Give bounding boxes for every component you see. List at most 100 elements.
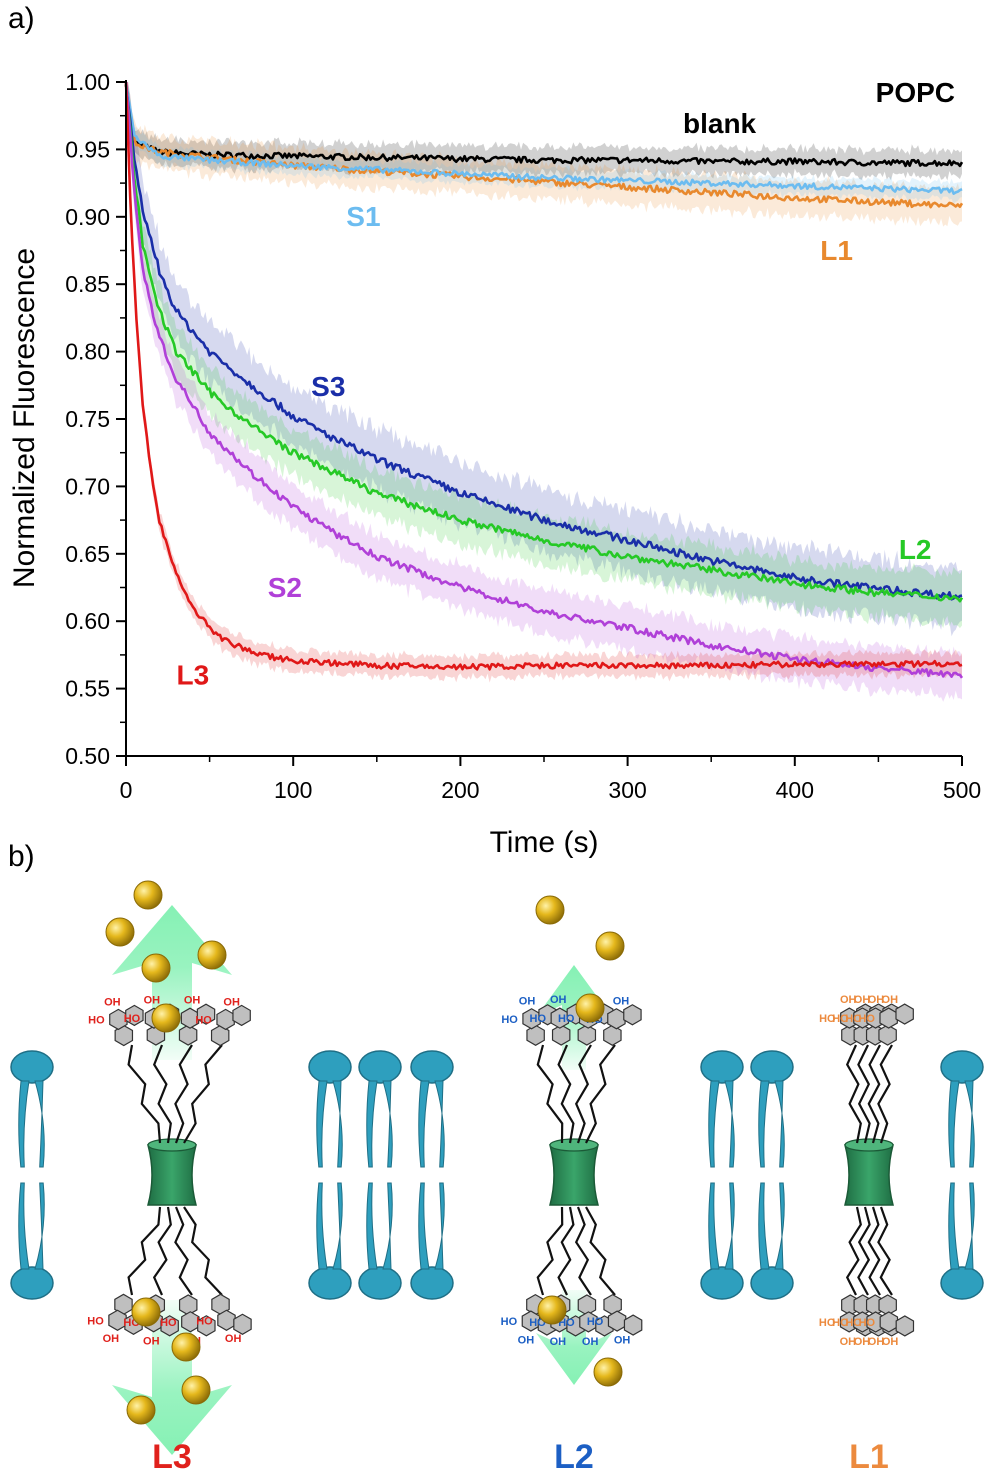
ligand-arm: OH HO <box>859 1206 915 1348</box>
y-tick-label: 0.95 <box>65 136 110 162</box>
hydroxyl-label: HO <box>195 1014 212 1026</box>
lipid <box>750 1050 794 1168</box>
lipid-tail <box>316 1182 328 1270</box>
ion <box>593 1357 623 1387</box>
hydroxyl-label: HO <box>501 1316 518 1328</box>
lipid-tail <box>964 1080 975 1168</box>
ion <box>171 1332 201 1362</box>
lipid <box>10 1182 54 1300</box>
hydroxyl-label: OH <box>854 1336 871 1348</box>
aromatic-ring <box>607 1008 626 1030</box>
hydroxyl-label: OH <box>840 994 857 1006</box>
hydroxyl-label: OH <box>882 1336 899 1348</box>
ion <box>105 917 135 947</box>
lipid-tail <box>332 1182 343 1270</box>
aromatic-ring <box>603 1024 622 1046</box>
confidence-bands <box>126 82 962 702</box>
ion <box>126 1395 156 1425</box>
hydroxyl-label: OH <box>613 995 630 1007</box>
aromatic-ring <box>579 1311 598 1333</box>
lipid <box>940 1182 984 1300</box>
alkyl-chain <box>574 1044 592 1144</box>
hydroxyl-label: OH <box>143 1336 160 1348</box>
alkyl-chain <box>557 1044 575 1144</box>
flux-arrow-down <box>536 1290 612 1385</box>
hydroxyl-label: OH <box>868 994 885 1006</box>
band-s1 <box>126 82 962 204</box>
lipid-tail <box>948 1182 960 1270</box>
hydroxyl-label: HO <box>501 1014 518 1026</box>
y-tick-label: 0.70 <box>65 473 110 499</box>
hydroxyl-label: OH <box>550 1336 567 1348</box>
alkyl-chain <box>557 1206 575 1296</box>
membrane-diagram: OHHOOHHOOHHOOHHOOHHOOHHOOHHOOHHOOHHOOHHO… <box>10 880 984 1476</box>
band-l2 <box>126 82 962 629</box>
y-tick-label: 0.65 <box>65 541 110 567</box>
lipid-tail <box>774 1182 785 1270</box>
aromatic-ring <box>879 1007 898 1029</box>
series-line-l3 <box>124 82 963 671</box>
alkyl-chain <box>536 1206 564 1296</box>
lipid-head <box>410 1050 454 1084</box>
lipid-tail <box>418 1080 430 1168</box>
chart: 0 100 200 300 400 500 0.50 0.55 0.60 0.65 0.70 0.75… <box>8 69 981 859</box>
lipid-tail <box>418 1182 430 1270</box>
lipid <box>700 1182 744 1300</box>
lipid <box>358 1050 402 1168</box>
hydroxyl-label: HO <box>859 1317 876 1329</box>
lipid-tail <box>948 1080 960 1168</box>
aromatic-ring <box>160 1315 179 1337</box>
lipid-tail <box>724 1182 735 1270</box>
axes: 0 100 200 300 400 500 0.50 0.55 0.60 0.65 0.70 0.75… <box>65 69 981 803</box>
series-labels: blank S1 L1 S3 L2 S2 L3 <box>177 108 932 690</box>
hydroxyl-label: HO <box>819 1013 836 1025</box>
hydroxyl-label: OH <box>854 994 871 1006</box>
lipid-head <box>940 1266 984 1300</box>
ion <box>133 880 163 910</box>
channel-label-l3: L3 <box>152 1438 192 1476</box>
aromatic-ring <box>623 1004 642 1026</box>
aromatic-ring <box>108 1309 127 1331</box>
alkyl-chain <box>183 1044 223 1144</box>
series-lines <box>124 81 964 679</box>
ligand-arm: OH HO <box>501 1206 564 1346</box>
lipid <box>10 1050 54 1168</box>
aromatic-ring <box>577 1294 597 1316</box>
channel-label-l1: L1 <box>849 1438 889 1476</box>
aromatic-ring <box>217 1309 236 1331</box>
alkyl-chain <box>857 1206 871 1296</box>
x-tick-label: 100 <box>274 777 312 803</box>
ion <box>141 953 171 983</box>
aromatic-ring <box>178 1024 198 1046</box>
y-tick-label: 0.90 <box>65 204 110 230</box>
x-tick-label: 400 <box>776 777 814 803</box>
lipid-head <box>700 1050 744 1084</box>
aromatic-ring <box>879 1311 899 1333</box>
aromatic-ring <box>232 1004 251 1027</box>
lipid <box>410 1182 454 1300</box>
hydroxyl-label: HO <box>832 1013 849 1025</box>
channel-body <box>844 1144 894 1206</box>
hydroxyl-label: HO <box>530 1013 547 1025</box>
series-line-s3 <box>124 84 963 601</box>
series-label-s1: S1 <box>346 201 380 232</box>
aromatic-ring <box>216 1008 235 1031</box>
alkyl-chain <box>574 1206 592 1296</box>
aromatic-ring <box>197 1315 216 1337</box>
lipid-head <box>10 1266 54 1300</box>
lipid-head <box>358 1266 402 1300</box>
lipid-tail <box>434 1182 445 1270</box>
lipid-tail <box>758 1182 770 1270</box>
alkyl-chain <box>585 1044 616 1144</box>
chart-title: POPC <box>876 77 955 108</box>
lipid <box>410 1050 454 1168</box>
lipid <box>308 1050 352 1168</box>
alkyl-chain <box>845 1044 862 1144</box>
series-line-l2 <box>124 83 964 603</box>
series-label-l3: L3 <box>177 660 210 691</box>
hydroxyl-label: OH <box>550 994 567 1006</box>
lipid-tail <box>34 1182 45 1270</box>
